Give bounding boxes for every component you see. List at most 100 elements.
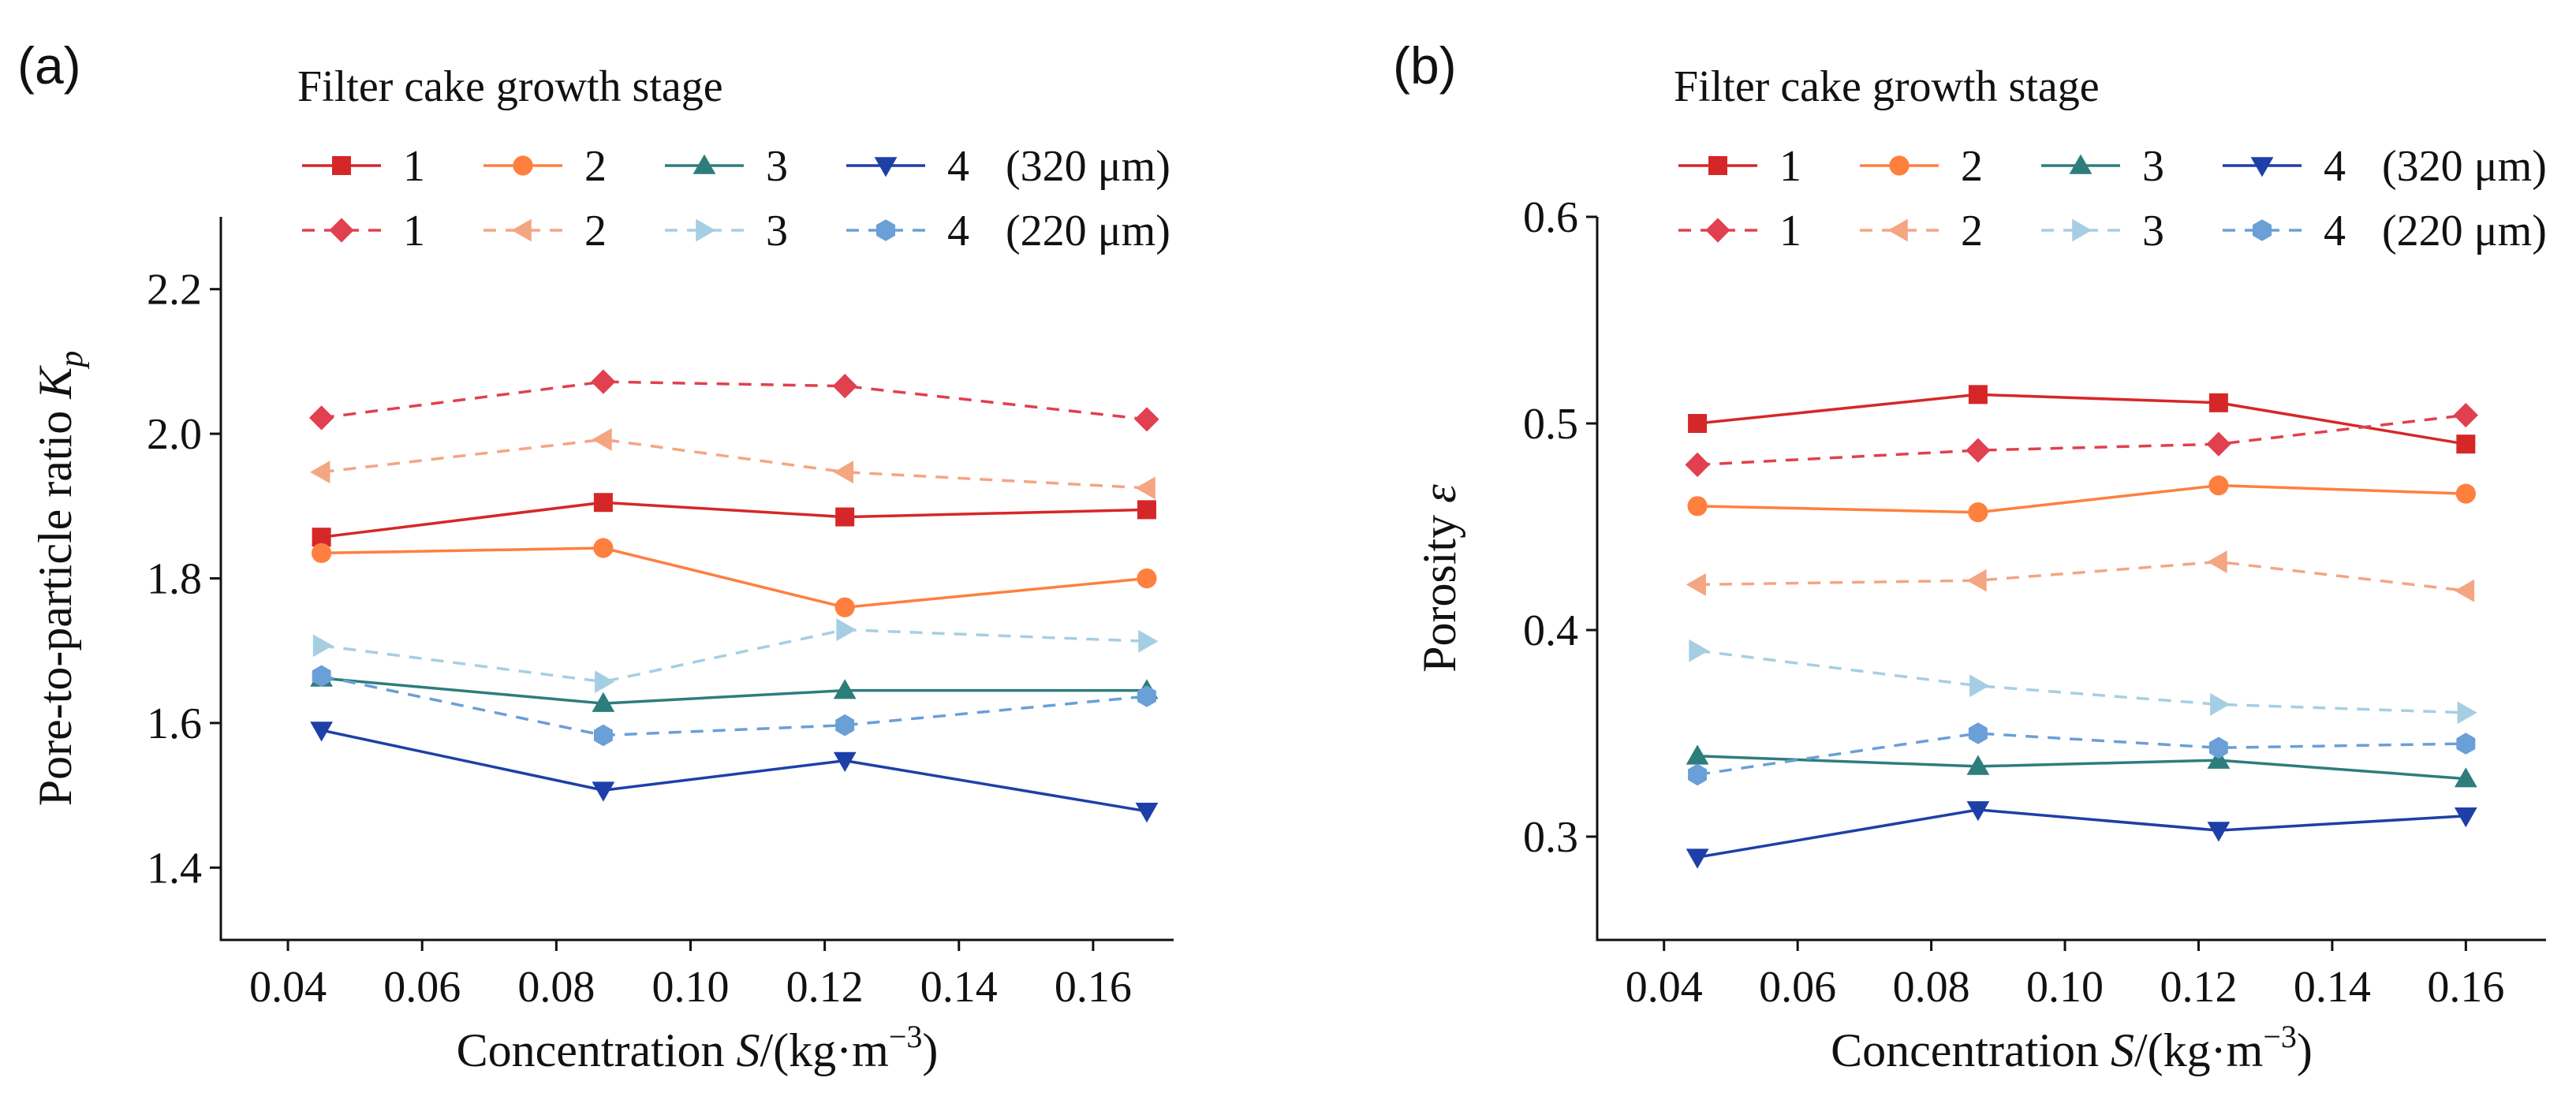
- data-point: [592, 692, 615, 712]
- legend-marker: [2072, 218, 2093, 242]
- series-line: [1697, 393, 2466, 446]
- x-tick-label: 0.12: [786, 963, 864, 1012]
- series-2-320um: [1687, 475, 2476, 523]
- series-line: [321, 674, 1148, 737]
- legend-marker: [2250, 157, 2274, 177]
- series-1-220um: [309, 369, 1159, 432]
- data-point: [1137, 685, 1156, 707]
- legend-item: 4: [846, 207, 969, 255]
- legend-marker: [696, 218, 716, 242]
- y-tick-label: 2.2: [147, 266, 202, 315]
- data-point: [310, 722, 333, 742]
- data-point: [2457, 701, 2477, 725]
- legend-suffix-220um: (220 μm): [1006, 207, 1170, 255]
- data-point: [310, 461, 330, 484]
- data-point: [1686, 573, 1706, 596]
- series-1-320um: [1688, 385, 2476, 454]
- data-point: [1968, 722, 1988, 744]
- data-point: [1137, 500, 1156, 520]
- x-tick-label: 0.12: [2160, 963, 2237, 1012]
- legend-marker: [1889, 155, 1910, 176]
- data-point: [1134, 407, 1159, 432]
- legend-marker: [332, 156, 351, 175]
- data-point: [2207, 550, 2227, 573]
- series-3-220um: [1689, 639, 2477, 725]
- data-point: [833, 461, 853, 484]
- panel-b: (b) 0.3 0.4 0.5 0.6 0.04 0.06 0.08 0.10 0.12 0.14 0…: [1393, 36, 2547, 1076]
- legend-suffix-320um: (320 μm): [1006, 142, 1170, 191]
- data-point: [1686, 848, 1709, 869]
- data-point: [832, 374, 857, 399]
- legend-item: 3: [665, 142, 788, 191]
- data-point: [2206, 431, 2231, 457]
- legend-item: 3: [2041, 142, 2164, 191]
- legend-marker: [511, 218, 532, 242]
- legend-label: 2: [584, 207, 607, 255]
- legend-item: 1: [1678, 142, 1801, 191]
- legend-item: 2: [1860, 142, 1983, 191]
- data-point: [2210, 692, 2231, 716]
- data-point: [833, 751, 857, 772]
- legend-item: 1: [302, 207, 425, 255]
- legend-item: 1: [302, 142, 425, 191]
- series-3-220um: [312, 618, 1159, 693]
- data-point: [592, 781, 615, 802]
- data-point: [592, 428, 612, 451]
- data-point: [835, 714, 855, 736]
- legend-label: 4: [2324, 142, 2346, 191]
- x-tick-label: 0.04: [1626, 963, 1703, 1012]
- legend-label: 1: [403, 142, 425, 191]
- legend-label: 3: [2142, 207, 2164, 255]
- series-line: [1697, 755, 2466, 781]
- legend-suffix-220um: (220 μm): [2382, 207, 2547, 255]
- data-point: [2453, 402, 2478, 428]
- data-point: [2456, 733, 2476, 755]
- legend-item: 3: [2041, 207, 2164, 255]
- legend-label: 1: [1779, 207, 1801, 255]
- x-tick-label: 0.14: [2294, 963, 2371, 1012]
- x-tick-label: 0.10: [651, 963, 729, 1012]
- data-point: [1686, 744, 1709, 765]
- data-point: [591, 369, 616, 394]
- data-point: [836, 618, 857, 641]
- data-point: [2454, 579, 2475, 602]
- data-point: [1138, 629, 1159, 653]
- data-point: [2208, 393, 2228, 412]
- x-axis-title: Concentration S/(kg·m−3): [1831, 1019, 2313, 1076]
- data-point: [1968, 385, 1988, 405]
- data-point: [1968, 502, 1988, 523]
- series-2-220um: [310, 428, 1155, 500]
- data-point: [2454, 807, 2477, 828]
- legend-marker: [329, 218, 354, 243]
- data-point: [1688, 414, 1708, 433]
- y-tick-label: 0.5: [1523, 400, 1578, 449]
- legend: Filter cake growth stage 1 2 3 4 (320 μm) 1 2 3 4…: [1674, 62, 2547, 255]
- data-point: [1966, 438, 1991, 463]
- legend-suffix-320um: (320 μm): [2382, 142, 2547, 191]
- series-4-220um: [1688, 722, 2476, 786]
- series-4-320um: [1686, 801, 2477, 869]
- data-point: [1689, 639, 1709, 662]
- data-point: [1137, 568, 1157, 589]
- data-point: [594, 724, 613, 747]
- legend-marker: [1887, 218, 1908, 242]
- data-point: [1966, 801, 1990, 822]
- panel-label: (a): [17, 36, 81, 95]
- y-tick-label: 1.4: [147, 844, 202, 893]
- legend-item: 2: [1860, 207, 1983, 255]
- legend-marker: [876, 219, 895, 241]
- legend-item: 4: [846, 142, 969, 191]
- data-point: [1966, 755, 1990, 775]
- series-line: [1697, 732, 2466, 777]
- series-line: [1697, 483, 2466, 514]
- x-tick-label: 0.16: [1055, 963, 1132, 1012]
- data-point: [593, 538, 614, 558]
- series-line: [321, 380, 1148, 421]
- legend-label: 3: [766, 142, 788, 191]
- series-4-220um: [312, 665, 1156, 747]
- legend-label: 3: [766, 207, 788, 255]
- legend-label: 4: [2324, 207, 2346, 255]
- series-2-220um: [1686, 550, 2475, 602]
- legend-marker: [513, 155, 533, 176]
